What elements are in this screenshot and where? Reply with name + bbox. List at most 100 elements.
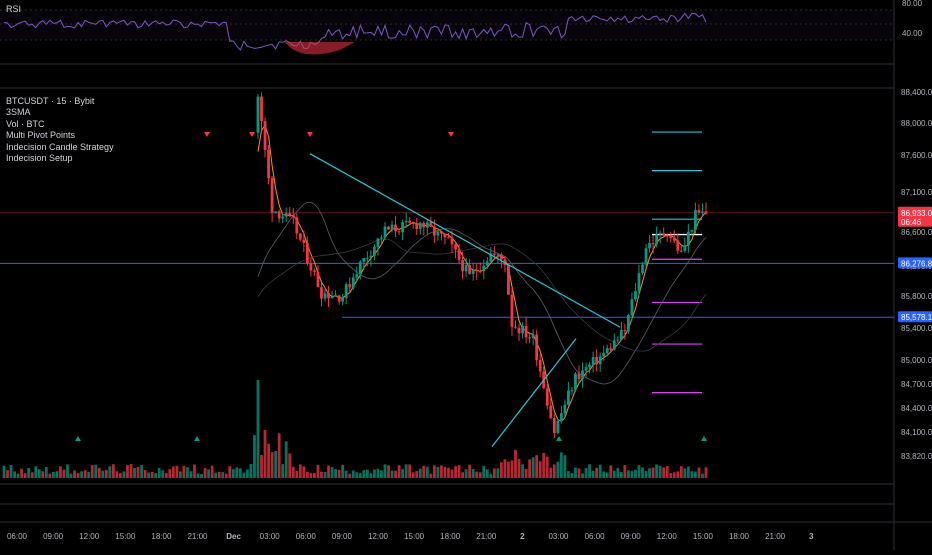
sell-marker: [204, 132, 210, 137]
buy-marker: [701, 436, 707, 441]
volume-bar: [588, 464, 591, 478]
candle-body: [284, 213, 288, 217]
volume-bar: [203, 468, 207, 478]
signal-markers: [75, 132, 707, 441]
legend-indicator[interactable]: Indecision Candle Strategy: [6, 141, 114, 152]
volume-bar: [369, 473, 373, 478]
volume-bar: [619, 472, 623, 478]
candle-body: [260, 96, 263, 122]
candle-body: [559, 413, 563, 421]
volume-bar: [468, 464, 472, 478]
volume-bar: [365, 469, 369, 478]
volume-bar: [397, 465, 401, 478]
candle-body: [644, 248, 648, 265]
candle-body: [397, 231, 401, 233]
candle-body: [637, 273, 641, 292]
volume-bar: [443, 466, 447, 478]
volume-bar: [694, 471, 697, 478]
price-axis: 80.00 40.00 88,400.0 88,000.0 87,600.0 87,100…: [898, 0, 932, 461]
candle-body: [351, 277, 355, 288]
candle-body: [404, 220, 408, 223]
time-tick-label: 15:00: [404, 532, 425, 541]
volume-bar: [422, 465, 426, 478]
price-label: 86,933.0: [901, 209, 932, 218]
candle-body: [330, 296, 334, 299]
candle-body: [341, 297, 345, 302]
volume-bar: [281, 464, 285, 478]
candle-body: [701, 211, 704, 213]
candle-body: [574, 373, 577, 391]
candle-body: [425, 222, 429, 228]
volume-bar: [482, 465, 486, 478]
price-tick-label: 85,400.0: [901, 324, 932, 333]
candle-body: [619, 330, 623, 340]
candle-body: [623, 330, 627, 332]
candle-body: [436, 231, 440, 236]
candle-body: [528, 337, 532, 339]
volume-bar: [274, 450, 278, 478]
volume-bar: [584, 468, 588, 478]
candle-body: [545, 388, 549, 406]
candle-body: [510, 294, 514, 327]
volume-bar: [598, 464, 602, 478]
rsi-tick-label: 40.00: [902, 29, 923, 38]
candle-body: [454, 244, 457, 250]
time-tick-label: 2: [520, 532, 525, 541]
volume-bar: [648, 468, 651, 478]
buy-marker: [556, 436, 562, 441]
volume-bar: [686, 466, 690, 478]
legend-indicator[interactable]: Indecision Setup: [6, 153, 73, 164]
volume-bar: [616, 468, 620, 478]
candle-body: [598, 356, 602, 365]
volume-bar: [136, 466, 140, 478]
candle-body: [362, 257, 366, 262]
legend-indicator[interactable]: 3SMA: [6, 107, 31, 118]
volume-bar: [147, 472, 151, 478]
volume-bar: [37, 469, 41, 478]
volume-bar: [126, 465, 129, 478]
sma-line: [257, 238, 707, 352]
volume-bar: [298, 464, 302, 478]
volume-bar: [115, 471, 119, 478]
volume-bar: [485, 469, 489, 478]
time-tick-label: 3: [809, 532, 814, 541]
time-tick-label: Dec: [226, 532, 241, 541]
volume-bar: [316, 464, 320, 478]
volume-bar: [475, 471, 479, 478]
candle-body: [492, 253, 496, 255]
candle-body: [665, 235, 669, 237]
legend-indicator[interactable]: Multi Pivot Points: [6, 130, 76, 141]
volume-bar: [249, 464, 253, 478]
volume-bar: [450, 469, 454, 478]
candle-body: [634, 291, 637, 300]
candle-body: [365, 257, 369, 259]
volume-bar: [44, 467, 48, 478]
volume-bar: [390, 470, 394, 478]
volume-bar: [464, 469, 468, 478]
volume-bar: [492, 468, 496, 478]
time-tick-label: 12:00: [79, 532, 100, 541]
candle-body: [337, 295, 341, 302]
candle-body: [380, 237, 383, 239]
volume-bar: [30, 472, 34, 478]
volume-bar: [471, 469, 475, 478]
buy-marker: [75, 436, 81, 441]
volume-bar: [224, 473, 228, 478]
price-tick-label: 84,700.0: [901, 380, 932, 389]
candle-body: [616, 339, 620, 341]
price-label: 86,276.8: [901, 259, 932, 268]
candle-body: [313, 270, 316, 272]
candle-body: [390, 224, 394, 230]
volume-bar: [563, 455, 567, 478]
price-tick-label: 88,400.0: [901, 88, 932, 97]
candle-body: [334, 295, 337, 297]
candle-body: [690, 229, 694, 232]
legend-symbol[interactable]: BTCUSDT · 15 · Bybit: [6, 96, 95, 106]
volume-bar: [104, 469, 108, 478]
trendline: [491, 338, 577, 447]
volume-bar: [577, 468, 581, 478]
time-tick-label: 06:00: [7, 532, 28, 541]
legend-indicator[interactable]: Vol · BTC: [6, 118, 45, 129]
